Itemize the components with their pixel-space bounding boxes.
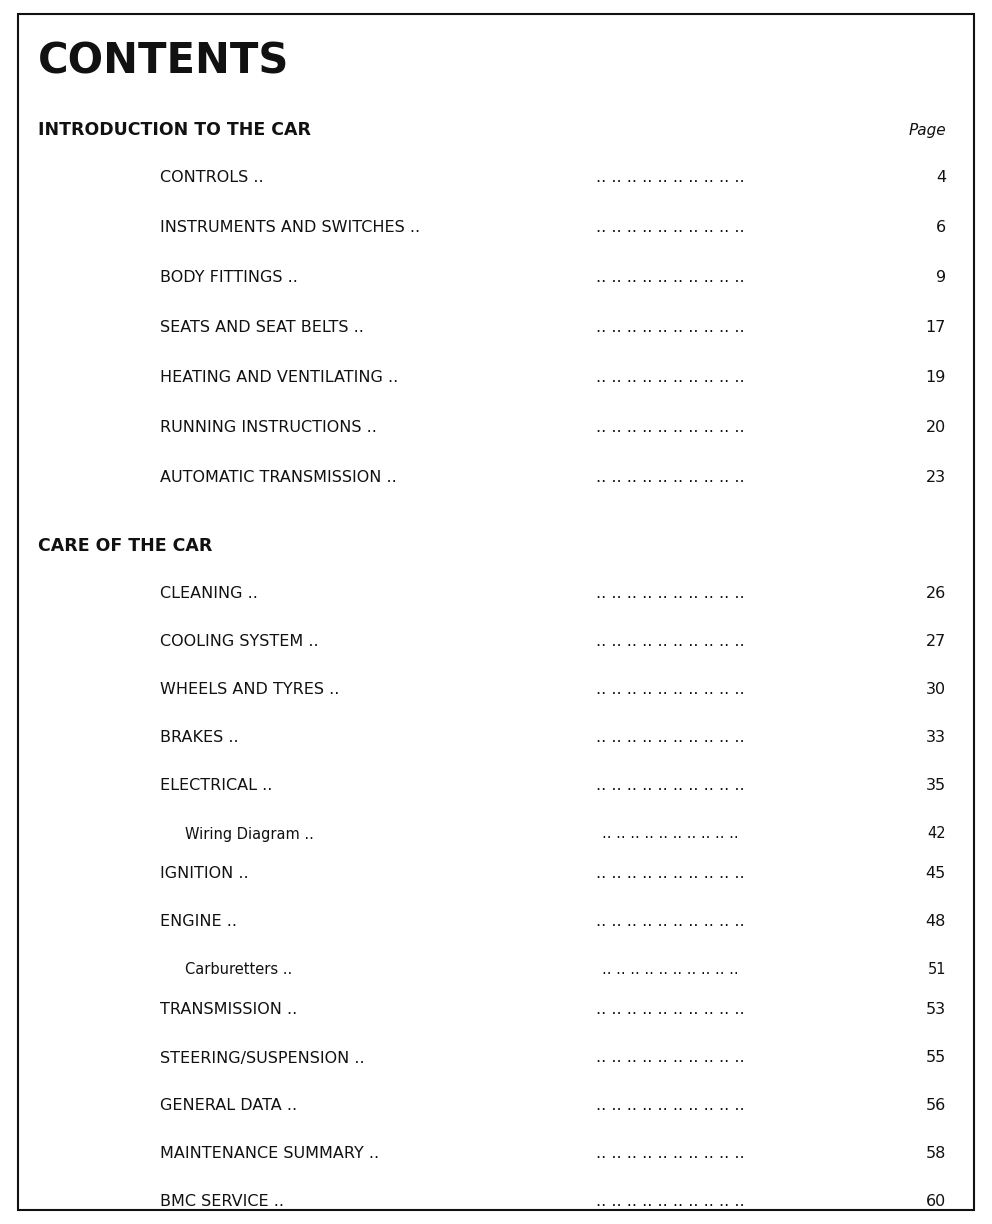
Text: MAINTENANCE SUMMARY ..: MAINTENANCE SUMMARY .. xyxy=(160,1147,379,1162)
Text: INTRODUCTION TO THE CAR: INTRODUCTION TO THE CAR xyxy=(38,121,311,140)
Text: .. .. .. .. .. .. .. .. .. ..: .. .. .. .. .. .. .. .. .. .. xyxy=(595,914,744,929)
Text: .. .. .. .. .. .. .. .. .. ..: .. .. .. .. .. .. .. .. .. .. xyxy=(595,1098,744,1114)
Text: .. .. .. .. .. .. .. .. .. ..: .. .. .. .. .. .. .. .. .. .. xyxy=(595,421,744,436)
Text: 27: 27 xyxy=(926,634,946,650)
Text: 17: 17 xyxy=(926,321,946,335)
Text: CONTENTS: CONTENTS xyxy=(38,40,290,83)
Text: .. .. .. .. .. .. .. .. .. ..: .. .. .. .. .. .. .. .. .. .. xyxy=(595,170,744,186)
Text: 19: 19 xyxy=(926,371,946,386)
Text: .. .. .. .. .. .. .. .. .. ..: .. .. .. .. .. .. .. .. .. .. xyxy=(595,683,744,698)
Text: SEATS AND SEAT BELTS ..: SEATS AND SEAT BELTS .. xyxy=(160,321,364,335)
Text: 48: 48 xyxy=(926,914,946,929)
Text: .. .. .. .. .. .. .. .. .. ..: .. .. .. .. .. .. .. .. .. .. xyxy=(595,778,744,793)
Text: Carburetters ..: Carburetters .. xyxy=(185,962,293,978)
Text: .. .. .. .. .. .. .. .. .. ..: .. .. .. .. .. .. .. .. .. .. xyxy=(595,586,744,601)
Text: ENGINE ..: ENGINE .. xyxy=(160,914,237,929)
Text: .. .. .. .. .. .. .. .. .. ..: .. .. .. .. .. .. .. .. .. .. xyxy=(595,321,744,335)
Text: 51: 51 xyxy=(928,962,946,978)
Text: HEATING AND VENTILATING ..: HEATING AND VENTILATING .. xyxy=(160,371,398,386)
Text: AUTOMATIC TRANSMISSION ..: AUTOMATIC TRANSMISSION .. xyxy=(160,470,397,486)
Text: WHEELS AND TYRES ..: WHEELS AND TYRES .. xyxy=(160,683,339,698)
Text: BMC SERVICE ..: BMC SERVICE .. xyxy=(160,1195,284,1209)
Text: ELECTRICAL ..: ELECTRICAL .. xyxy=(160,778,273,793)
Text: .. .. .. .. .. .. .. .. .. ..: .. .. .. .. .. .. .. .. .. .. xyxy=(595,1147,744,1162)
Text: BODY FITTINGS ..: BODY FITTINGS .. xyxy=(160,271,298,285)
Text: .. .. .. .. .. .. .. .. .. ..: .. .. .. .. .. .. .. .. .. .. xyxy=(595,1002,744,1017)
Text: INSTRUMENTS AND SWITCHES ..: INSTRUMENTS AND SWITCHES .. xyxy=(160,220,421,235)
Text: 23: 23 xyxy=(926,470,946,486)
Text: 45: 45 xyxy=(926,867,946,881)
Text: 58: 58 xyxy=(926,1147,946,1162)
Text: CARE OF THE CAR: CARE OF THE CAR xyxy=(38,537,212,554)
Text: .. .. .. .. .. .. .. .. .. ..: .. .. .. .. .. .. .. .. .. .. xyxy=(595,1195,744,1209)
Text: BRAKES ..: BRAKES .. xyxy=(160,731,239,745)
Text: CONTROLS ..: CONTROLS .. xyxy=(160,170,264,186)
Text: 30: 30 xyxy=(926,683,946,698)
Text: 55: 55 xyxy=(926,1050,946,1066)
Text: RUNNING INSTRUCTIONS ..: RUNNING INSTRUCTIONS .. xyxy=(160,421,377,436)
Text: 56: 56 xyxy=(926,1098,946,1114)
Text: .. .. .. .. .. .. .. .. .. ..: .. .. .. .. .. .. .. .. .. .. xyxy=(595,470,744,486)
Text: 26: 26 xyxy=(926,586,946,601)
Text: 33: 33 xyxy=(926,731,946,745)
Text: TRANSMISSION ..: TRANSMISSION .. xyxy=(160,1002,298,1017)
Text: .. .. .. .. .. .. .. .. .. ..: .. .. .. .. .. .. .. .. .. .. xyxy=(595,867,744,881)
Text: 35: 35 xyxy=(926,778,946,793)
Text: STEERING/SUSPENSION ..: STEERING/SUSPENSION .. xyxy=(160,1050,365,1066)
Text: 60: 60 xyxy=(926,1195,946,1209)
Text: 42: 42 xyxy=(928,826,946,842)
Text: .. .. .. .. .. .. .. .. .. ..: .. .. .. .. .. .. .. .. .. .. xyxy=(595,1050,744,1066)
Text: CLEANING ..: CLEANING .. xyxy=(160,586,258,601)
Text: .. .. .. .. .. .. .. .. .. ..: .. .. .. .. .. .. .. .. .. .. xyxy=(595,634,744,650)
Text: COOLING SYSTEM ..: COOLING SYSTEM .. xyxy=(160,634,318,650)
Text: .. .. .. .. .. .. .. .. .. ..: .. .. .. .. .. .. .. .. .. .. xyxy=(602,826,738,842)
Text: .. .. .. .. .. .. .. .. .. ..: .. .. .. .. .. .. .. .. .. .. xyxy=(602,962,738,978)
Text: 9: 9 xyxy=(935,271,946,285)
Text: 53: 53 xyxy=(926,1002,946,1017)
Text: IGNITION ..: IGNITION .. xyxy=(160,867,249,881)
Text: .. .. .. .. .. .. .. .. .. ..: .. .. .. .. .. .. .. .. .. .. xyxy=(595,271,744,285)
FancyBboxPatch shape xyxy=(18,13,974,1211)
Text: GENERAL DATA ..: GENERAL DATA .. xyxy=(160,1098,298,1114)
Text: 6: 6 xyxy=(935,220,946,235)
Text: Page: Page xyxy=(909,122,946,137)
Text: Wiring Diagram ..: Wiring Diagram .. xyxy=(185,826,313,842)
Text: .. .. .. .. .. .. .. .. .. ..: .. .. .. .. .. .. .. .. .. .. xyxy=(595,731,744,745)
Text: .. .. .. .. .. .. .. .. .. ..: .. .. .. .. .. .. .. .. .. .. xyxy=(595,220,744,235)
Text: 20: 20 xyxy=(926,421,946,436)
Text: 4: 4 xyxy=(935,170,946,186)
Text: .. .. .. .. .. .. .. .. .. ..: .. .. .. .. .. .. .. .. .. .. xyxy=(595,371,744,386)
